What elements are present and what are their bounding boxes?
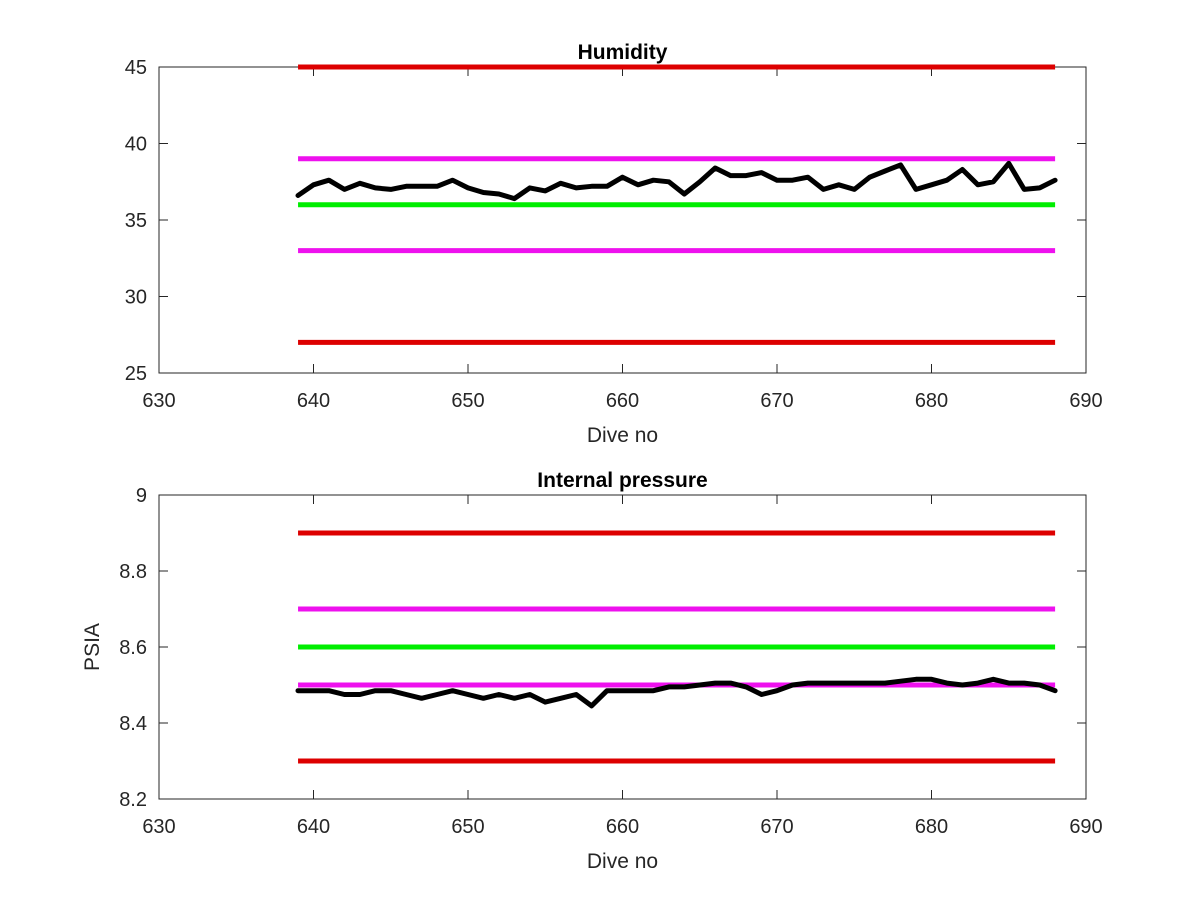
internal-pressure-x-tick-label: 640 [297,816,330,838]
humidity-x-tick-label: 680 [915,390,948,412]
internal-pressure-x-tick-label: 650 [451,816,484,838]
humidity-axes-box [158,66,1087,374]
internal-pressure-y-tick-label: 9 [136,485,147,507]
humidity-x-tick-label: 690 [1069,390,1102,412]
humidity-x-tick-label: 650 [451,390,484,412]
humidity-x-tick-label: 640 [297,390,330,412]
internal-pressure-x-tick-label: 690 [1069,816,1102,838]
humidity-x-tick-label: 630 [142,390,175,412]
humidity-chart: 630 640 650 660 670 680 690 25 30 35 40 45 Humidity… [125,41,1103,447]
internal-pressure-y-axis-label: PSIA [81,623,104,671]
humidity-x-tick-label: 660 [606,390,639,412]
humidity-y-tick-label: 40 [125,134,147,156]
internal-pressure-x-tick-label: 680 [915,816,948,838]
humidity-x-tick-label: 670 [760,390,793,412]
internal-pressure-series-line [295,676,1058,709]
internal-pressure-title: Internal pressure [537,469,707,492]
internal-pressure-plot-area: 630 640 650 660 670 680 690 8.2 8.4 8.6 8.8 9 [119,485,1103,838]
humidity-y-tick-label: 45 [125,57,147,79]
humidity-y-tick-label: 25 [125,363,147,385]
humidity-title: Humidity [578,41,668,64]
internal-pressure-x-tick-label: 670 [760,816,793,838]
humidity-y-tick-label: 30 [125,287,147,309]
humidity-series-line [295,160,1058,202]
internal-pressure-y-tick-label: 8.8 [119,561,147,583]
humidity-x-axis-label: Dive no [587,424,658,447]
internal-pressure-x-tick-label: 660 [606,816,639,838]
internal-pressure-y-tick-label: 8.2 [119,789,147,811]
internal-pressure-x-tick-label: 630 [142,816,175,838]
internal-pressure-chart: 630 640 650 660 670 680 690 8.2 8.4 8.6 8.8 9 Inter… [81,469,1103,873]
internal-pressure-y-tick-label: 8.6 [119,637,147,659]
humidity-plot-area: 630 640 650 660 670 680 690 25 30 35 40 45 [125,57,1103,412]
internal-pressure-y-tick-label: 8.4 [119,713,147,735]
internal-pressure-x-axis-label: Dive no [587,850,658,873]
humidity-y-tick-label: 35 [125,210,147,232]
